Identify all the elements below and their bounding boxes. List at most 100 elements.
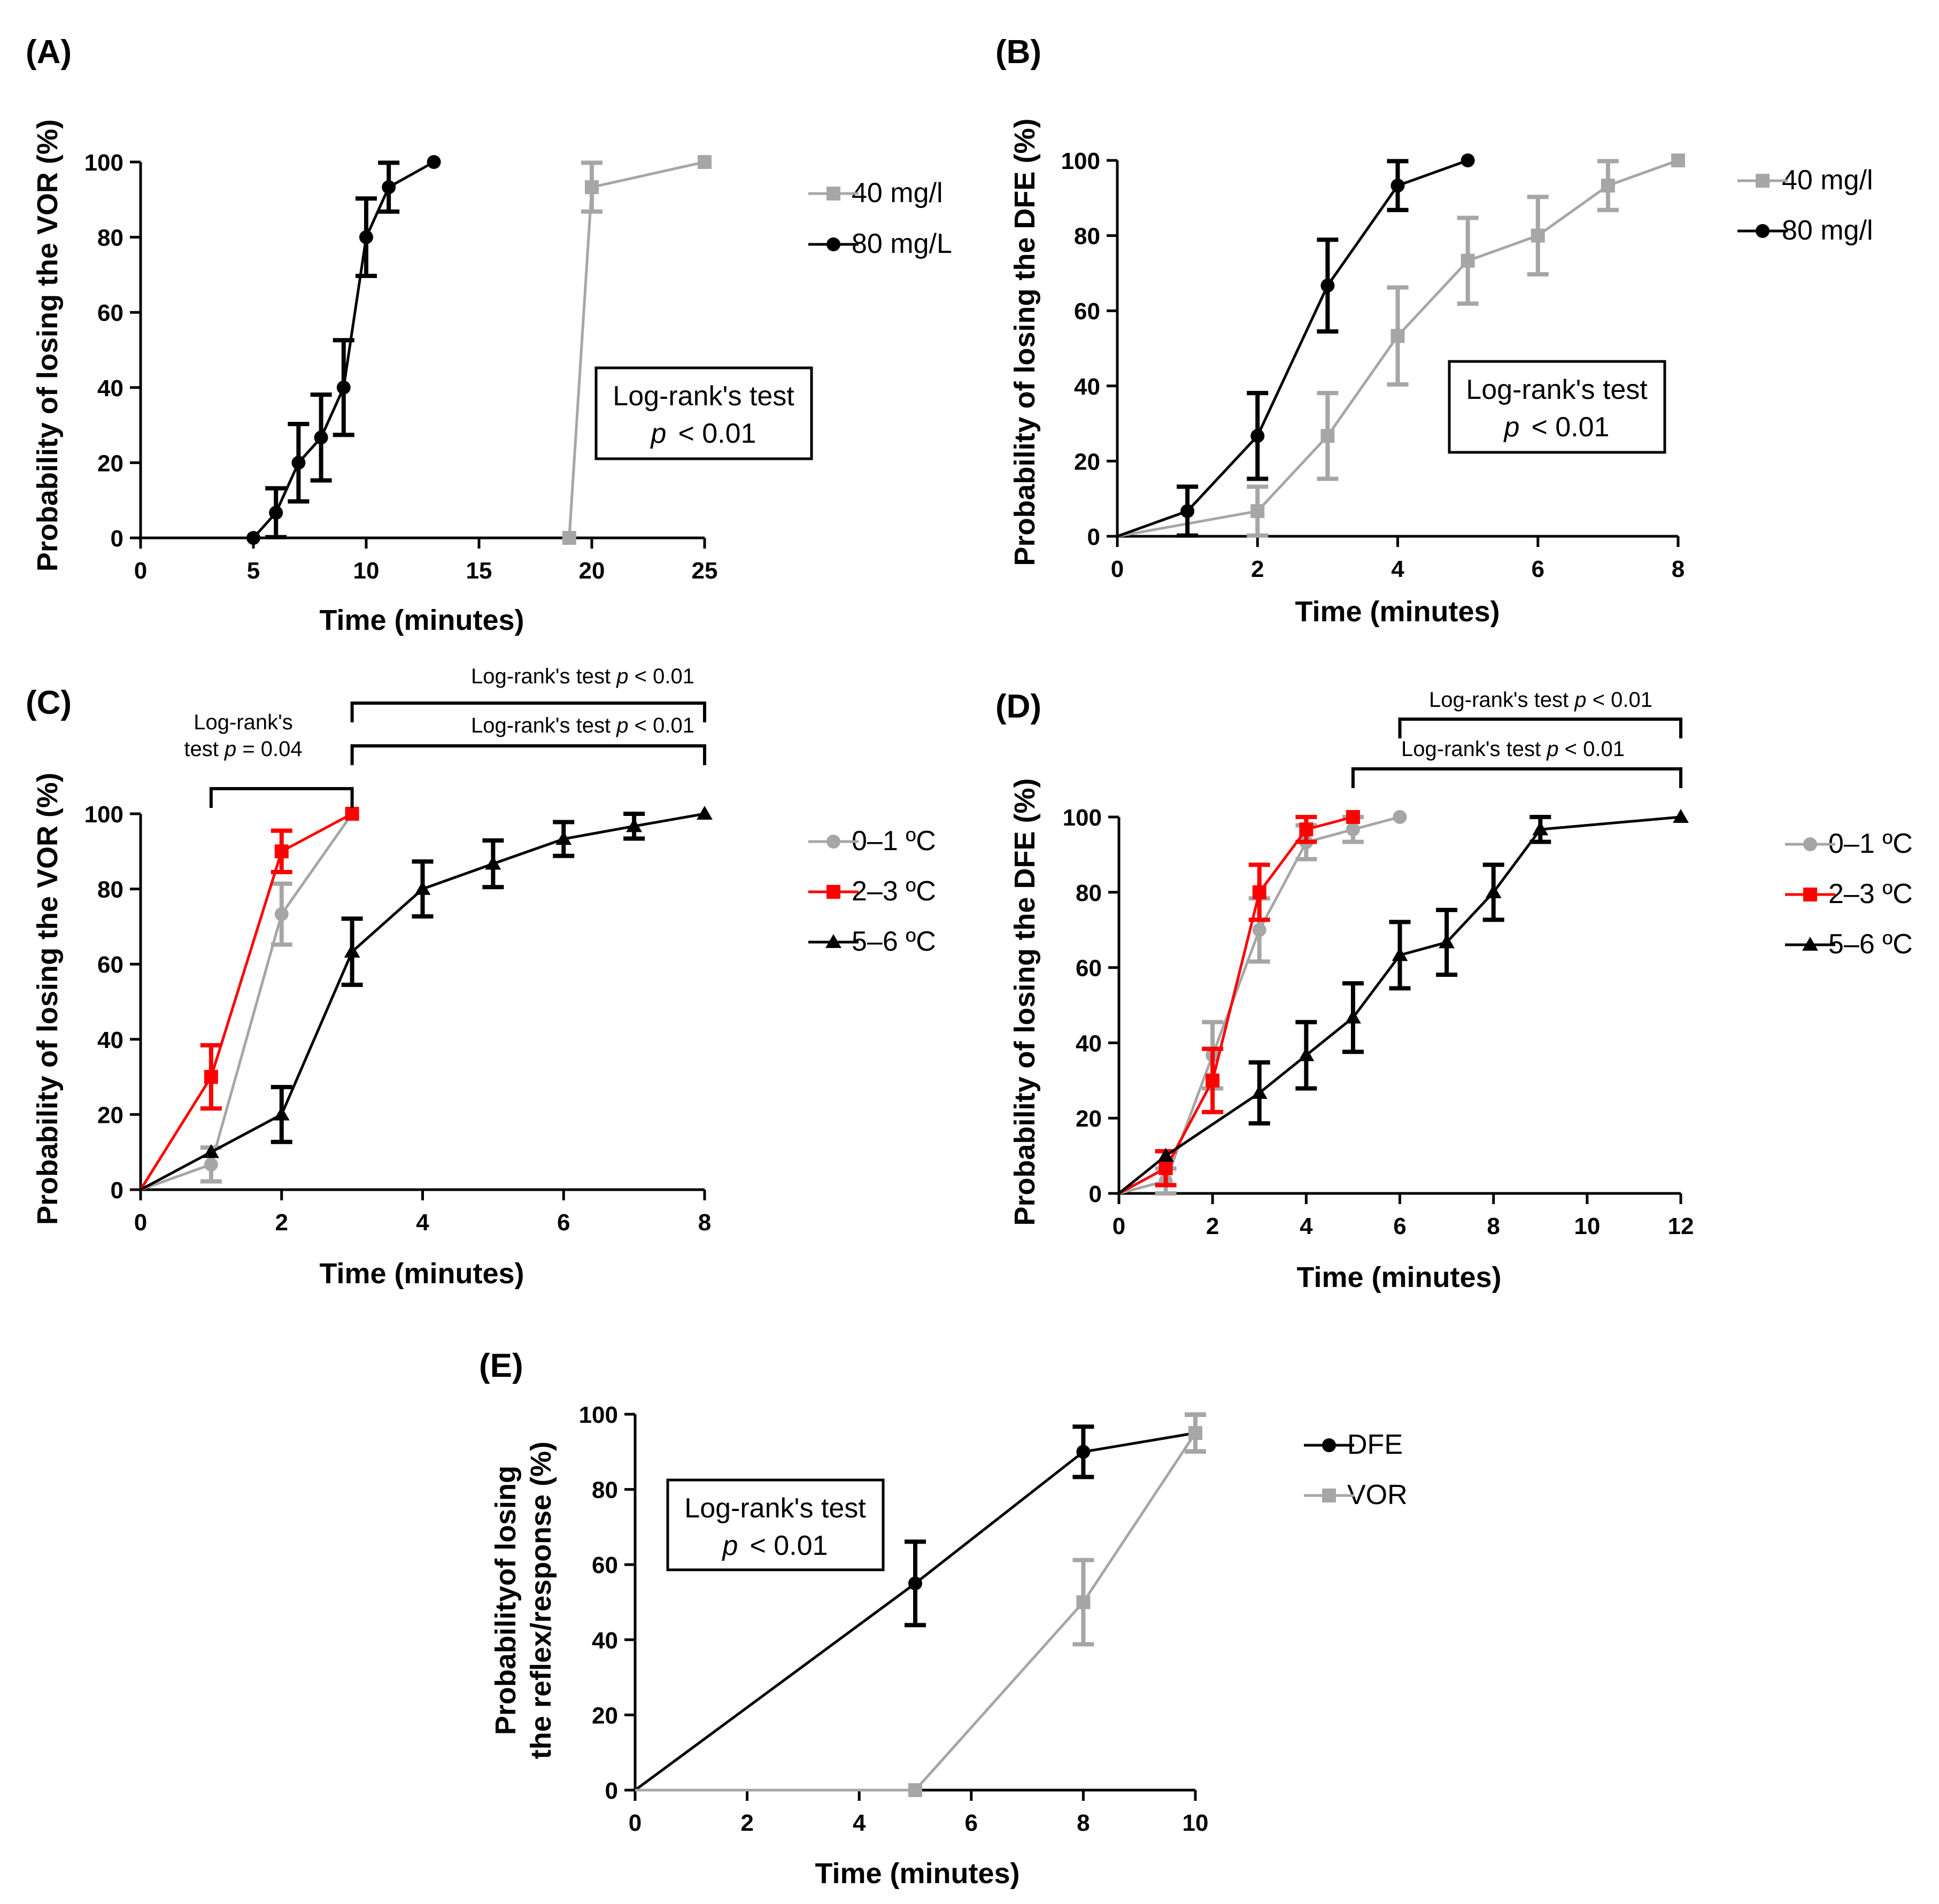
stat-box-b: [1448, 360, 1666, 454]
x-tick-label-a: 5: [247, 558, 260, 584]
data-point-c-5-6-c: [273, 1106, 290, 1121]
data-point-b-40-mg-l: [1250, 504, 1265, 518]
y-tick-label-c: 60: [97, 952, 123, 978]
y-tick-label-b: 80: [1074, 223, 1100, 250]
y-tick-label-a: 40: [97, 375, 123, 402]
axis-title-x-c: Time (minutes): [319, 1258, 524, 1290]
y-tick-label-b: 60: [1074, 298, 1100, 325]
x-tick-label-b: 2: [1251, 556, 1264, 582]
y-tick-label-c: 80: [97, 877, 123, 903]
data-point-b-40-mg-l: [1390, 329, 1405, 343]
legend-label-a-40mg: 40 mg/l: [852, 178, 943, 209]
y-tick-label-d: 20: [1076, 1106, 1102, 1132]
y-tick-label-b: 0: [1087, 524, 1100, 550]
data-point-d-5-6-c: [1298, 1047, 1315, 1061]
series-line-d-5-6-c: [1118, 815, 1681, 1194]
bracket-label-d-2-value: < 0.01: [1559, 737, 1625, 761]
y-tick-label-b: 20: [1074, 449, 1100, 475]
bracket-label-d-1-p: p: [1574, 688, 1586, 712]
data-point-b-40-mg-l: [1320, 429, 1335, 443]
data-point-c-5-6-c: [414, 881, 431, 895]
significance-bracket-c-2: [350, 702, 706, 722]
data-point-a-80-mg-l: [427, 155, 441, 169]
panel-letter-e: (E): [479, 1347, 523, 1384]
data-point-b-80-mg-l: [1180, 504, 1195, 518]
bracket-label-c-2: Log-rank's test p < 0.01: [471, 665, 694, 688]
data-point-d-5-6-c: [1532, 821, 1549, 836]
data-point-a-80-mg-l: [291, 456, 306, 470]
series-line-c-0-1-c: [140, 813, 353, 1191]
data-point-d-5-6-c: [1392, 947, 1408, 961]
legend-marker-c-0-1-c: [826, 835, 840, 849]
bracket-label-c-3: Log-rank's test p < 0.01: [471, 714, 694, 737]
panel-letter-d: (D): [995, 688, 1041, 725]
axis-title-y-e-line2: the reflex/response (%): [525, 1442, 557, 1759]
axis-title-x-e: Time (minutes): [815, 1857, 1019, 1890]
legend-label-d-5-6c: 5–6 ºC: [1828, 929, 1913, 960]
data-point-d-5-6-c: [1345, 1009, 1361, 1024]
data-point-c-2-3-c: [345, 807, 359, 821]
y-tick-label-c: 0: [111, 1177, 123, 1204]
data-point-e-vor: [908, 1783, 922, 1797]
legend-label-e-vor: VOR: [1347, 1479, 1408, 1510]
data-point-a-40-mg-l: [585, 180, 599, 195]
data-point-a-80-mg-l: [336, 380, 351, 395]
bracket-label-c-1-prefix: test: [184, 737, 225, 761]
stat-line2-a: p < 0.01: [650, 418, 756, 449]
x-tick-label-a: 0: [134, 558, 147, 584]
legend-label-c-0-1c: 0–1 ºC: [852, 826, 936, 857]
data-point-d-0-1-c: [1346, 822, 1360, 837]
y-tick-label-b: 100: [1061, 148, 1100, 174]
data-point-b-40-mg-l: [1461, 253, 1475, 268]
y-tick-label-e: 40: [592, 1628, 618, 1654]
stat-line1-e: Log-rank's test: [684, 1493, 866, 1524]
x-tick-label-b: 4: [1391, 556, 1404, 582]
bracket-label-c-3-p: p: [616, 714, 628, 737]
data-point-d-5-6-c: [1439, 934, 1455, 949]
bracket-label-c-1-value: = 0.04: [236, 737, 302, 761]
stat-line2-b: p < 0.01: [1503, 412, 1610, 443]
x-tick-label-d: 4: [1300, 1213, 1313, 1239]
series-line-e-dfe: [634, 1431, 1196, 1792]
legend-marker-d-2-3-c: [1803, 888, 1817, 901]
significance-bracket-c-1: [209, 787, 354, 808]
series-line-e-vor: [635, 1432, 1197, 1792]
stat-p-b: p: [1503, 412, 1520, 443]
data-point-b-80-mg-l: [1250, 429, 1265, 443]
legend-label-a-80mg: 80 mg/L: [852, 228, 952, 259]
y-tick-label-a: 0: [111, 526, 123, 552]
axis-title-y-c: Probability of losing the VOR (%): [32, 773, 64, 1225]
data-point-d-2-3-c: [1299, 822, 1314, 837]
data-point-b-40-mg-l: [1671, 153, 1685, 167]
x-tick-label-a: 10: [353, 558, 380, 584]
x-tick-label-e: 6: [965, 1810, 978, 1836]
stat-box-e: [666, 1478, 885, 1571]
legend-marker-c-5-6-c: [825, 934, 841, 949]
bracket-label-c-3-prefix: Log-rank's test: [471, 714, 616, 737]
bracket-label-c-2-p: p: [616, 665, 628, 688]
stat-p-e: p: [722, 1530, 738, 1561]
legend-label-b-40mg: 40 mg/l: [1782, 165, 1873, 196]
data-point-d-0-1-c: [1393, 810, 1407, 824]
data-point-c-5-6-c: [203, 1144, 219, 1158]
data-point-d-5-6-c: [1485, 884, 1502, 898]
x-tick-label-c: 8: [698, 1209, 711, 1236]
legend-marker-a-40-mg-l: [826, 187, 840, 201]
data-point-a-80-mg-l: [246, 531, 260, 545]
y-tick-label-e: 60: [592, 1552, 618, 1578]
y-tick-label-c: 20: [97, 1102, 123, 1128]
legend-label-b-80mg: 80 mg/l: [1782, 215, 1873, 246]
x-tick-label-a: 25: [692, 558, 718, 584]
series-line-d-2-3-c: [1118, 815, 1354, 1195]
legend-label-c-5-6c: 5–6 ºC: [852, 926, 936, 957]
data-point-c-5-6-c: [697, 806, 713, 820]
stat-pvalue-a: < 0.01: [678, 418, 756, 449]
x-tick-label-d: 6: [1393, 1213, 1406, 1239]
series-line-b-40-mg-l: [1117, 159, 1679, 538]
legend-marker-a-80-mg-l: [826, 237, 840, 251]
bracket-label-c-1-line2: test p = 0.04: [184, 737, 302, 761]
stat-pvalue-b: < 0.01: [1531, 412, 1609, 443]
axis-title-y-a: Probability of losing the VOR (%): [32, 119, 64, 572]
stat-line1-b: Log-rank's test: [1466, 374, 1648, 405]
x-tick-label-d: 0: [1113, 1213, 1125, 1239]
